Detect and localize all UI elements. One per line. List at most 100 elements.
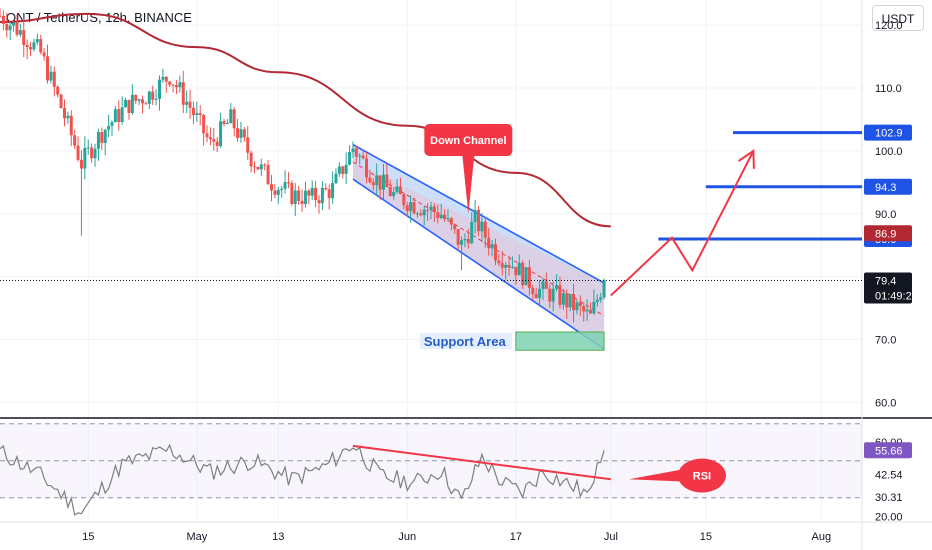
candle-70 [236,118,240,142]
candle-body [473,209,477,222]
current-price-badge-bg [864,272,912,304]
candle-body [348,152,352,165]
candle-body [86,147,90,149]
candle-39 [130,84,134,115]
candle-body [113,109,117,123]
candle-body [599,297,603,300]
candle-51 [171,84,175,93]
support-area-box [515,331,605,351]
candle-167 [565,289,569,319]
down-channel-lower-fill [352,161,605,349]
rsi-badge-bg-2 [864,489,912,506]
candle-body [477,209,481,232]
candle-19 [62,99,66,127]
candle-30 [100,127,104,151]
candle-body [582,305,586,312]
candle-95 [320,181,324,210]
candle-body [453,224,457,230]
down-channel-fill [352,144,605,349]
rsi-callout-bubble [677,458,726,493]
level-badge-1-bg [864,178,912,195]
candle-1 [1,10,5,31]
rsi-badge-1: 42.54 [875,470,903,482]
candle-69 [232,107,236,137]
candle-6 [18,23,22,37]
candle-166 [561,288,565,310]
candle-body [449,218,453,225]
down-channel-callout-pointer [462,155,475,214]
candle-108 [365,152,369,184]
candle-143 [483,216,487,248]
candle-body [242,129,246,138]
candle-body [426,209,430,211]
candle-86 [290,180,294,206]
candle-body [392,192,396,196]
candle-25 [83,136,87,180]
candle-67 [225,119,229,125]
candle-174 [589,302,593,314]
candle-body [185,101,189,105]
candle-body [568,294,572,308]
y-tick-label-3: 90.0 [875,209,896,221]
support-area-label: Support Area [424,334,507,349]
moving-average-line [0,12,611,228]
currency-button[interactable]: USDT [872,5,924,31]
candle-74 [249,150,253,173]
candle-body [249,152,253,167]
candle-body [415,213,419,215]
candle-body [358,155,362,157]
candle-body [130,94,134,113]
candle-60 [202,114,206,146]
candle-125 [422,205,426,226]
candle-body [56,86,60,95]
candle-120 [405,202,409,218]
candle-body [368,177,372,183]
ma-value-badge: 86.9 [875,228,896,240]
candle-body [293,190,297,205]
candle-body [120,107,124,122]
candle-body [141,99,145,104]
candle-83 [280,185,284,198]
candle-body [497,260,501,264]
down-channel-lower-line [352,178,605,350]
candle-body [303,190,307,204]
candle-body [290,183,294,205]
candle-body [565,293,569,308]
candle-173 [585,299,589,321]
candle-109 [368,169,372,184]
candle-body [174,85,178,88]
candle-14 [46,44,50,84]
candle-48 [161,68,165,83]
candle-body [331,183,335,199]
candle-128 [432,203,436,223]
candle-body [446,218,450,220]
candle-118 [398,177,402,195]
candle-body [361,155,365,159]
rsi-callout-label: RSI [693,471,711,483]
candle-79 [266,160,270,185]
candle-body [263,164,267,166]
candle-body [354,148,358,157]
candle-body [1,15,5,24]
y-tick-label-6: 60.0 [875,397,896,409]
candle-100 [337,162,341,177]
candle-2 [5,12,9,38]
candle-body [314,187,318,201]
candle-17 [56,85,60,98]
candle-body [544,281,548,289]
candle-body [164,76,168,82]
candle-body [575,302,579,311]
candle-137 [463,233,467,248]
candle-31 [103,128,107,156]
candle-body [572,294,576,311]
candle-body [22,30,26,46]
candle-body [76,145,80,160]
candle-73 [246,126,250,160]
candle-body [334,173,338,184]
candle-99 [334,168,338,185]
candle-49 [164,75,168,93]
candle-body [93,148,97,159]
candle-80 [269,175,273,202]
candle-body [59,94,63,108]
